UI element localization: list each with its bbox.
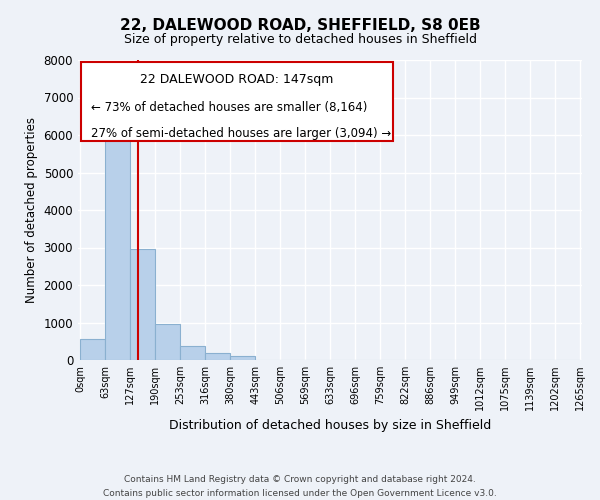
Text: ← 73% of detached houses are smaller (8,164): ← 73% of detached houses are smaller (8,… bbox=[91, 100, 367, 114]
Text: 27% of semi-detached houses are larger (3,094) →: 27% of semi-detached houses are larger (… bbox=[91, 128, 391, 140]
X-axis label: Distribution of detached houses by size in Sheffield: Distribution of detached houses by size … bbox=[169, 418, 491, 432]
Text: 22 DALEWOOD ROAD: 147sqm: 22 DALEWOOD ROAD: 147sqm bbox=[140, 74, 334, 86]
Bar bbox=[205, 354, 230, 360]
Text: Size of property relative to detached houses in Sheffield: Size of property relative to detached ho… bbox=[124, 32, 476, 46]
Bar bbox=[230, 356, 255, 360]
Bar bbox=[180, 346, 205, 360]
Bar bbox=[130, 250, 155, 360]
Text: Contains HM Land Registry data © Crown copyright and database right 2024.
Contai: Contains HM Land Registry data © Crown c… bbox=[103, 476, 497, 498]
Bar bbox=[155, 324, 180, 360]
Y-axis label: Number of detached properties: Number of detached properties bbox=[25, 117, 38, 303]
FancyBboxPatch shape bbox=[80, 62, 393, 141]
Bar bbox=[80, 340, 104, 360]
Text: 22, DALEWOOD ROAD, SHEFFIELD, S8 0EB: 22, DALEWOOD ROAD, SHEFFIELD, S8 0EB bbox=[119, 18, 481, 32]
Bar bbox=[105, 120, 130, 360]
